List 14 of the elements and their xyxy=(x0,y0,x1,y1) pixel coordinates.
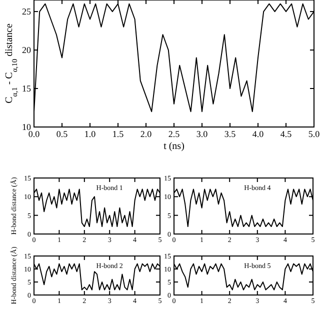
x-tick-label: 0.5 xyxy=(56,129,68,139)
x-tick-label: 3.5 xyxy=(224,129,236,139)
y-tick-label: 20 xyxy=(22,45,32,56)
x-axis-title: t (ns) xyxy=(164,141,184,152)
x-tick-label: 4.0 xyxy=(252,129,264,139)
x-tick-label: 5.0 xyxy=(308,129,320,139)
y-tick-label: 25 xyxy=(22,6,32,17)
x-tick-label: 3.0 xyxy=(196,129,208,139)
x-tick-label: 4.5 xyxy=(280,129,292,139)
x-tick-label: 2.0 xyxy=(140,129,152,139)
x-tick-label: 2.5 xyxy=(168,129,180,139)
y-tick-label: 15 xyxy=(22,84,32,94)
x-tick-label: 1.5 xyxy=(112,129,124,139)
x-tick-label: 1.0 xyxy=(84,129,96,139)
